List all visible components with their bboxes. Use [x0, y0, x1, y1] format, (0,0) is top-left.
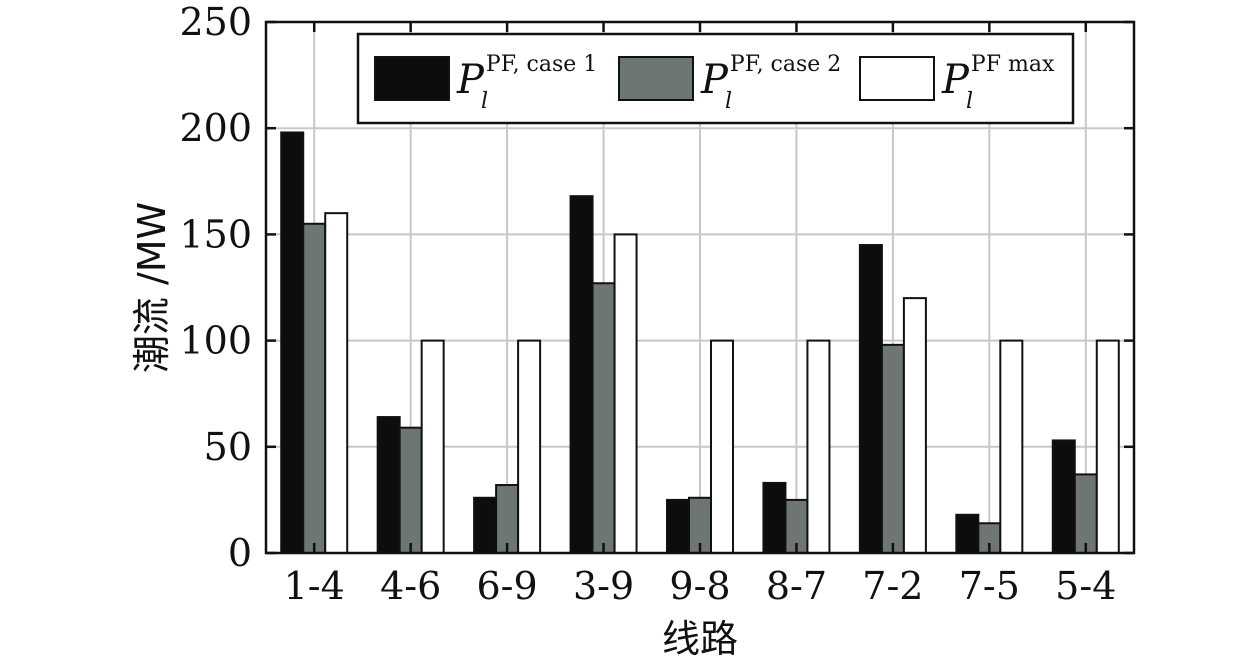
bar-3-1-4 — [324, 212, 349, 554]
bar-1-7-5 — [955, 513, 980, 555]
bar-3-5-4 — [1095, 339, 1120, 554]
y-tick-label: 150 — [179, 212, 252, 256]
bar-1-6-9 — [473, 496, 498, 554]
legend-swatch-2 — [618, 56, 694, 101]
y-axis-title: 潮流 /MW — [130, 202, 174, 373]
tick-labels: 0 50 100 150 200 250 1-4 4-6 6-9 3-9 9-8 8-7 7-2 7-5 5… — [179, 0, 1116, 608]
x-tick-label: 9-8 — [669, 564, 730, 608]
legend-label-2: PPF, case 2 — [700, 52, 841, 103]
x-tick-label: 3-9 — [573, 564, 634, 608]
x-tick-label: 4-6 — [380, 564, 441, 608]
bar-1-3-9 — [569, 195, 594, 554]
bar-3-3-9 — [613, 233, 638, 554]
x-tick-label: 5-4 — [1055, 564, 1116, 608]
bar-3-7-2 — [902, 297, 927, 554]
bar-1-7-2 — [858, 244, 883, 555]
bar-2-1-4 — [302, 222, 327, 554]
bar-2-3-9 — [591, 282, 616, 554]
legend-sub-2: l — [725, 89, 732, 114]
bar-1-1-4 — [280, 131, 305, 554]
bar-2-7-2 — [880, 343, 905, 554]
bar-2-6-9 — [495, 484, 520, 555]
bar-1-9-8 — [666, 498, 690, 554]
legend-box — [356, 32, 1075, 125]
y-tick-label: 0 — [228, 531, 252, 575]
bar-2-4-6 — [398, 426, 423, 554]
legend-swatch-3 — [859, 56, 935, 101]
x-tick-label: 7-2 — [862, 564, 923, 608]
bars — [280, 131, 1120, 555]
y-tick-label: 50 — [204, 425, 252, 469]
x-tick-label: 8-7 — [766, 564, 827, 608]
bar-1-8-7 — [762, 481, 787, 554]
legend-label-3: PPF max — [941, 52, 1055, 103]
legend-sub-1: l — [481, 89, 488, 114]
legend-sub-3: l — [966, 89, 973, 114]
bar-3-6-9 — [517, 339, 542, 554]
bar-3-9-8 — [710, 339, 734, 554]
bar-3-8-7 — [806, 339, 831, 554]
x-axis-title: 线路 — [662, 617, 738, 661]
bar-1-5-4 — [1051, 439, 1076, 555]
bar-3-4-6 — [420, 339, 445, 554]
bar-2-5-4 — [1073, 473, 1098, 554]
x-tick-label: 7-5 — [959, 564, 1020, 608]
bar-3-7-5 — [999, 339, 1024, 554]
bar-1-4-6 — [376, 416, 401, 554]
axes — [264, 20, 1136, 555]
y-tick-label: 200 — [179, 106, 252, 150]
y-tick-label: 100 — [179, 319, 252, 363]
x-tick-label: 1-4 — [284, 564, 345, 608]
legend-swatch-1 — [374, 56, 450, 101]
x-tick-label: 6-9 — [477, 564, 538, 608]
legend-label-1: PPF, case 1 — [456, 52, 597, 103]
y-tick-label: 250 — [179, 0, 252, 44]
